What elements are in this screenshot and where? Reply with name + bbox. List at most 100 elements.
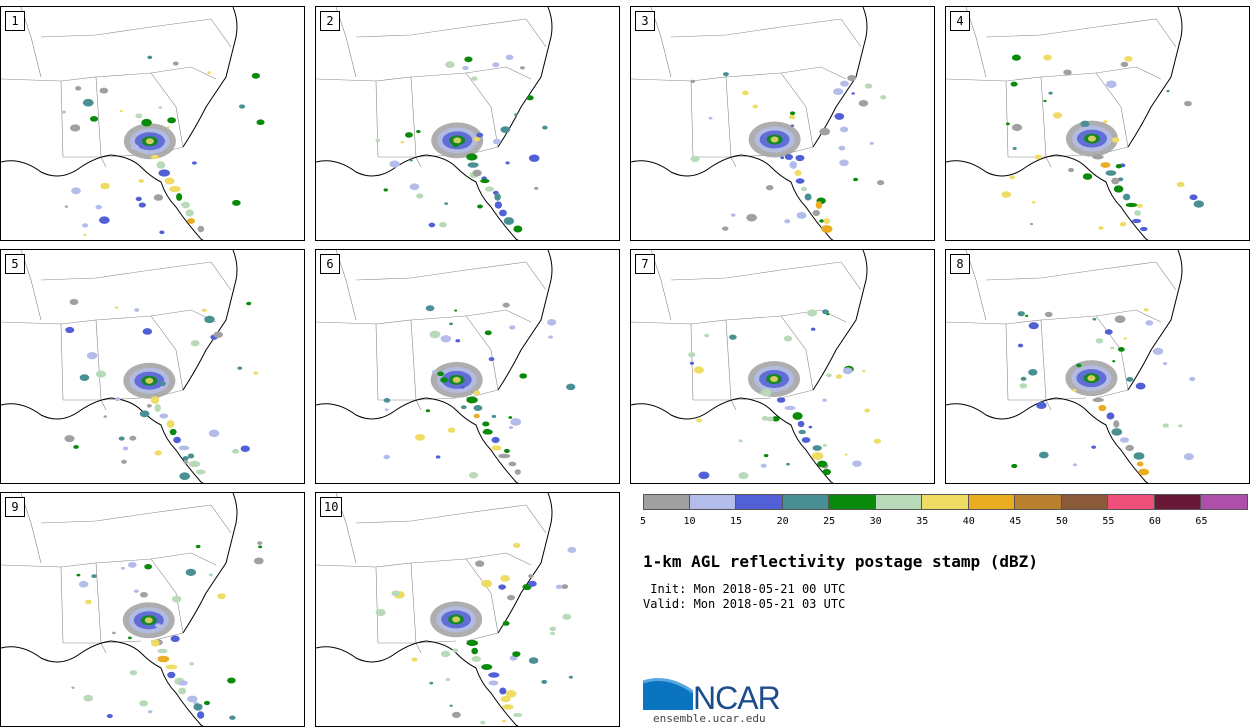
reflectivity-echo (730, 213, 736, 217)
reflectivity-echo (1134, 210, 1142, 216)
reflectivity-echo (176, 193, 183, 201)
state-boundary (100, 399, 107, 411)
reflectivity-echo (693, 366, 704, 374)
reflectivity-echo (142, 328, 153, 335)
reflectivity-echo (1072, 463, 1078, 467)
reflectivity-echo (784, 219, 791, 224)
reflectivity-echo (81, 223, 89, 228)
colorbar-tick-label: 25 (823, 516, 836, 527)
reflectivity-echo (1132, 218, 1142, 224)
reflectivity-echo (256, 119, 265, 126)
reflectivity-echo (476, 132, 484, 138)
reflectivity-echo (133, 589, 139, 593)
reflectivity-echo (118, 436, 125, 441)
state-boundary (95, 558, 152, 564)
reflectivity-echo (159, 381, 166, 387)
reflectivity-echo (429, 681, 434, 685)
colorbar: 5 10 15 20 25 30 35 40 45 50 55 60 65 (640, 494, 1248, 534)
reflectivity-echo (796, 211, 807, 219)
colorbar-bin (829, 494, 876, 510)
reflectivity-echo (815, 201, 823, 209)
reflectivity-echo (146, 404, 152, 408)
reflectivity-echo (512, 651, 521, 657)
reflectivity-echo (822, 309, 829, 315)
state-boundary (465, 315, 499, 391)
reflectivity-echo (482, 429, 493, 435)
reflectivity-echo (507, 594, 515, 601)
reflectivity-echo (1189, 376, 1196, 382)
reflectivity-echo (240, 445, 250, 452)
reflectivity-echo (852, 460, 862, 467)
panel-map (631, 250, 881, 483)
reflectivity-echo (528, 154, 540, 162)
reflectivity-echo (1111, 177, 1120, 185)
reflectivity-echo (462, 65, 469, 71)
reflectivity-echo (513, 225, 523, 233)
reflectivity-echo (548, 335, 554, 339)
reflectivity-echo (409, 183, 420, 191)
reflectivity-echo (144, 617, 153, 624)
logo-url: ensemble.ucar.edu (653, 712, 766, 725)
reflectivity-echo (1176, 181, 1185, 188)
reflectivity-echo (1122, 193, 1131, 201)
reflectivity-echo (561, 584, 569, 590)
reflectivity-echo (155, 623, 162, 628)
reflectivity-echo (71, 686, 75, 689)
reflectivity-echo (688, 352, 696, 358)
state-boundary (631, 321, 694, 401)
reflectivity-echo (185, 568, 197, 576)
reflectivity-echo (440, 650, 451, 658)
reflectivity-echo (237, 366, 243, 370)
reflectivity-echo (776, 397, 786, 403)
reflectivity-echo (1087, 135, 1096, 142)
colorbar-tick-label: 30 (869, 516, 882, 527)
state-boundary (355, 261, 527, 281)
reflectivity-echo (100, 182, 110, 190)
state-boundary (730, 156, 737, 168)
reflectivity-echo (567, 546, 577, 554)
coastline (946, 7, 1183, 240)
reflectivity-echo (485, 186, 494, 192)
reflectivity-echo (121, 459, 127, 464)
reflectivity-echo (154, 450, 162, 456)
colorbar-tick-label: 20 (776, 516, 789, 527)
reflectivity-echo (383, 454, 390, 460)
reflectivity-echo (492, 138, 501, 145)
reflectivity-echo (480, 720, 486, 725)
reflectivity-echo (192, 161, 197, 165)
state-boundary (150, 315, 184, 391)
reflectivity-echo (789, 114, 796, 120)
reflectivity-echo (251, 72, 261, 79)
reflectivity-echo (509, 325, 516, 330)
reflectivity-echo (454, 309, 458, 312)
panel-map (631, 7, 887, 240)
reflectivity-echo (114, 306, 119, 309)
reflectivity-echo (471, 647, 479, 655)
reflectivity-echo (508, 461, 517, 467)
reflectivity-echo (375, 608, 386, 617)
reflectivity-echo (75, 86, 82, 91)
reflectivity-echo (1048, 91, 1053, 95)
reflectivity-echo (150, 639, 160, 647)
state-boundary (210, 261, 232, 291)
coastline (946, 250, 1183, 483)
reflectivity-echo (253, 557, 264, 565)
reflectivity-echo (128, 636, 132, 640)
reflectivity-echo (138, 202, 146, 208)
reflectivity-echo (1009, 175, 1015, 180)
reflectivity-echo (505, 689, 517, 698)
reflectivity-echo (145, 377, 154, 384)
reflectivity-echo (1189, 194, 1198, 201)
reflectivity-echo (534, 186, 539, 190)
state-boundary (631, 78, 694, 158)
reflectivity-echo (169, 185, 181, 193)
reflectivity-echo (83, 694, 94, 702)
reflectivity-echo (499, 687, 507, 695)
reflectivity-echo (819, 219, 825, 223)
panel-map (316, 7, 553, 240)
reflectivity-echo (784, 153, 794, 161)
reflectivity-echo (801, 437, 811, 443)
reflectivity-echo (452, 143, 459, 148)
reflectivity-echo (842, 367, 853, 375)
reflectivity-echo (804, 193, 812, 201)
